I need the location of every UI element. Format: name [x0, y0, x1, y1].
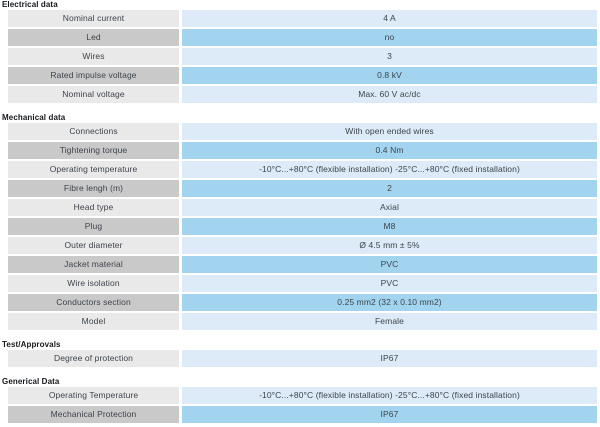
- spec-label: Model: [8, 313, 179, 330]
- section-title: Electrical data: [2, 0, 58, 9]
- spec-value: no: [182, 29, 597, 46]
- table-row: Outer diameter Ø 4.5 mm ± 5%: [8, 237, 600, 254]
- spec-label: Outer diameter: [8, 237, 179, 254]
- spec-value: -10°C...+80°C (flexible installation) -2…: [182, 161, 597, 178]
- spec-label: Fibre lengh (m): [8, 180, 179, 197]
- table-row: Jacket material PVC: [8, 256, 600, 273]
- table-row: Plug M8: [8, 218, 600, 235]
- spec-label: Operating Temperature: [8, 387, 179, 404]
- spec-label: Connections: [8, 123, 179, 140]
- table-row: Wire isolation PVC: [8, 275, 600, 292]
- spec-value: Ø 4.5 mm ± 5%: [182, 237, 597, 254]
- section-generical-data: Generical Data Operating Temperature -10…: [0, 377, 600, 423]
- spec-label: Led: [8, 29, 179, 46]
- spec-label: Jacket material: [8, 256, 179, 273]
- spec-label: Head type: [8, 199, 179, 216]
- spec-value: With open ended wires: [182, 123, 597, 140]
- section-title: Test/Approvals: [2, 340, 61, 349]
- section-test-approvals: Test/Approvals Degree of protection IP67: [0, 340, 600, 367]
- spec-value: PVC: [182, 275, 597, 292]
- table-row: Wires 3: [8, 48, 600, 65]
- spec-value: 4 A: [182, 10, 597, 27]
- table-row: Rated impulse voltage 0.8 kV: [8, 67, 600, 84]
- spec-label: Degree of protection: [8, 350, 179, 367]
- table-row: Fibre lengh (m) 2: [8, 180, 600, 197]
- spec-label: Nominal current: [8, 10, 179, 27]
- table-row: Model Female: [8, 313, 600, 330]
- spec-label: Conductors section: [8, 294, 179, 311]
- spec-value: Max. 60 V ac/dc: [182, 86, 597, 103]
- spec-label: Nominal voltage: [8, 86, 179, 103]
- section-title: Mechanical data: [2, 113, 66, 122]
- table-row: Led no: [8, 29, 600, 46]
- spec-value: IP67: [182, 406, 597, 423]
- spec-label: Mechanical Protection: [8, 406, 179, 423]
- section-electrical-data: Electrical data Nominal current 4 A Led …: [0, 0, 600, 103]
- table-row: Conductors section 0.25 mm2 (32 x 0.10 m…: [8, 294, 600, 311]
- spec-value: Axial: [182, 199, 597, 216]
- spec-value: 0.4 Nm: [182, 142, 597, 159]
- spec-value: 3: [182, 48, 597, 65]
- table-row: Operating Temperature -10°C...+80°C (fle…: [8, 387, 600, 404]
- section-mechanical-data: Mechanical data Connections With open en…: [0, 113, 600, 330]
- spec-value: 0.8 kV: [182, 67, 597, 84]
- spec-value: IP67: [182, 350, 597, 367]
- spec-label: Operating temperature: [8, 161, 179, 178]
- table-row: Tightening torque 0.4 Nm: [8, 142, 600, 159]
- spec-label: Rated impulse voltage: [8, 67, 179, 84]
- spec-label: Wire isolation: [8, 275, 179, 292]
- spec-value: Female: [182, 313, 597, 330]
- spec-value: PVC: [182, 256, 597, 273]
- spec-value: 0.25 mm2 (32 x 0.10 mm2): [182, 294, 597, 311]
- section-title: Generical Data: [2, 377, 60, 386]
- table-row: Operating temperature -10°C...+80°C (fle…: [8, 161, 600, 178]
- table-row: Nominal current 4 A: [8, 10, 600, 27]
- spec-label: Tightening torque: [8, 142, 179, 159]
- table-row: Connections With open ended wires: [8, 123, 600, 140]
- spec-value: -10°C...+80°C (flexible installation) -2…: [182, 387, 597, 404]
- spec-label: Wires: [8, 48, 179, 65]
- table-row: Nominal voltage Max. 60 V ac/dc: [8, 86, 600, 103]
- spec-value: 2: [182, 180, 597, 197]
- spec-label: Plug: [8, 218, 179, 235]
- table-row: Degree of protection IP67: [8, 350, 600, 367]
- table-row: Mechanical Protection IP67: [8, 406, 600, 423]
- spec-value: M8: [182, 218, 597, 235]
- table-row: Head type Axial: [8, 199, 600, 216]
